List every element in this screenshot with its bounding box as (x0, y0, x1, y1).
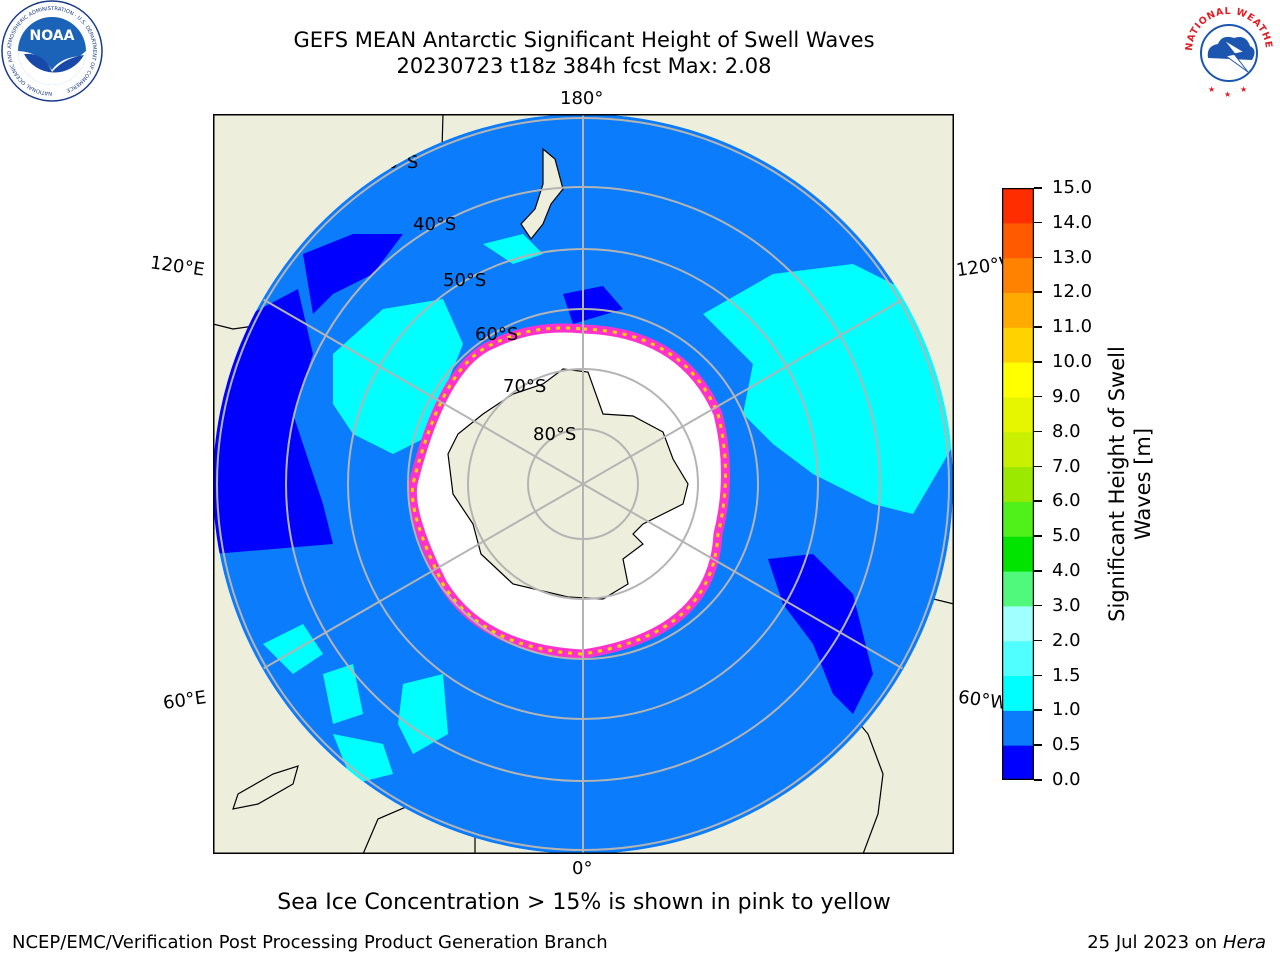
colorbar-tick-label: 15.0 (1052, 177, 1093, 198)
colorbar-segment (1002, 362, 1034, 398)
ocean-low-swell-polar (563, 286, 623, 324)
colorbar-segment (1002, 188, 1034, 224)
colorbar-tick-mark (1034, 674, 1042, 677)
colorbar-tick-label: 13.0 (1052, 246, 1093, 268)
colorbar-tick-mark (1034, 430, 1042, 433)
colorbar-tick-label: 0.5 (1052, 734, 1081, 756)
colorbar-segment (1002, 396, 1034, 433)
colorbar-tick-mark (1034, 500, 1042, 502)
colorbar-tick-mark (1034, 779, 1042, 781)
svg-text:★: ★ (1224, 90, 1231, 99)
colorbar-segment (1002, 605, 1034, 642)
colorbar-tick-label: 7.0 (1052, 455, 1081, 477)
colorbar (1002, 188, 1034, 780)
svg-text:★: ★ (1240, 85, 1247, 94)
colorbar-tick-label: 1.0 (1052, 699, 1081, 721)
chart-title: GEFS MEAN Antarctic Significant Height o… (293, 28, 875, 52)
lon-label-180: 180° (560, 88, 604, 109)
colorbar-tick-label: 0.0 (1052, 769, 1081, 790)
ocean-low-swell-samerica (768, 554, 873, 714)
svg-text:★: ★ (1208, 85, 1215, 94)
colorbar-tick-mark (1034, 221, 1042, 224)
swell-patch-pacific-east (703, 264, 953, 514)
colorbar-tick-mark (1034, 709, 1042, 711)
nws-logo: NATIONAL WEATHER SERVICE ★ ★ ★ (1178, 0, 1279, 101)
colorbar-tick-label: 2.0 (1052, 629, 1081, 651)
lat-label-50s: 50°S (443, 270, 486, 291)
lon-label-120e: 120°E (148, 252, 206, 281)
colorbar-segment (1002, 536, 1034, 572)
new-zealand-land (520, 147, 564, 241)
colorbar-tick-label: 11.0 (1052, 316, 1093, 338)
swell-patch-southern-b (323, 664, 363, 724)
colorbar-tick-mark (1034, 187, 1042, 189)
lat-label-40s: 40°S (413, 214, 456, 235)
colorbar-segment (1002, 466, 1034, 502)
colorbar-tick-label: 3.0 (1052, 594, 1081, 616)
colorbar-tick-label: 4.0 (1052, 560, 1081, 582)
footer-date: 25 Jul 2023 on Hera (1087, 932, 1266, 953)
colorbar-tick-label: 9.0 (1052, 385, 1081, 407)
colorbar-segment (1002, 292, 1034, 328)
colorbar-tick-label: 8.0 (1052, 420, 1081, 442)
colorbar-segment (1002, 222, 1034, 259)
sea-ice-caption: Sea Ice Concentration > 15% is shown in … (277, 890, 891, 915)
antarctica-land (447, 368, 689, 600)
map-border (213, 114, 954, 854)
polar-map: 30°S 40°S 50°S 60°S 70°S 80°S (213, 114, 954, 854)
colorbar-tick-mark (1034, 465, 1042, 468)
lon-label-0: 0° (572, 858, 593, 879)
svg-text:NOAA: NOAA (30, 28, 75, 44)
footer-credit: NCEP/EMC/Verification Post Processing Pr… (12, 932, 608, 953)
colorbar-tick-mark (1034, 604, 1042, 607)
colorbar-tick-mark (1034, 326, 1042, 328)
ocean-low-swell-australia (303, 234, 403, 314)
graticule (216, 114, 950, 854)
swell-patch-southern-c (398, 674, 448, 754)
colorbar-tick-mark (1034, 535, 1042, 537)
colorbar-segment (1002, 501, 1034, 537)
colorbar-segment (1002, 710, 1034, 746)
colorbar-segment (1002, 571, 1034, 607)
swell-patch-southern-a (263, 624, 323, 674)
colorbar-tick-label: 12.0 (1052, 281, 1093, 303)
colorbar-tick-label: 14.0 (1052, 211, 1093, 233)
colorbar-tick-label: 1.5 (1052, 664, 1081, 686)
lat-label-60s: 60°S (475, 324, 518, 345)
colorbar-segment (1002, 327, 1034, 363)
noaa-logo: NATIONAL OCEANIC AND ATMOSPHERIC ADMINIS… (1, 0, 103, 102)
colorbar-tick-mark (1034, 256, 1042, 259)
colorbar-segment (1002, 675, 1034, 711)
ocean-low-swell-west (213, 289, 333, 554)
lat-label-70s: 70°S (503, 376, 546, 397)
colorbar-tick-mark (1034, 395, 1042, 398)
madagascar-land (232, 765, 299, 810)
colorbar-tick-mark (1034, 361, 1042, 363)
colorbar-tick-mark (1034, 291, 1042, 293)
colorbar-tick-label: 6.0 (1052, 490, 1081, 512)
colorbar-label: Significant Height of Swell Waves [m] (1105, 346, 1155, 622)
colorbar-tick-label: 5.0 (1052, 525, 1081, 547)
colorbar-segment (1002, 431, 1034, 468)
lon-label-60e: 60°E (161, 687, 208, 714)
lat-label-80s: 80°S (533, 424, 576, 445)
colorbar-tick-mark (1034, 639, 1042, 642)
colorbar-segment (1002, 745, 1034, 780)
colorbar-tick-mark (1034, 570, 1042, 572)
colorbar-tick-mark (1034, 744, 1042, 746)
colorbar-tick-label: 10.0 (1052, 351, 1093, 373)
colorbar-segment (1002, 640, 1034, 677)
chart-subtitle: 20230723 t18z 384h fcst Max: 2.08 (396, 54, 772, 78)
colorbar-segment (1002, 257, 1034, 293)
